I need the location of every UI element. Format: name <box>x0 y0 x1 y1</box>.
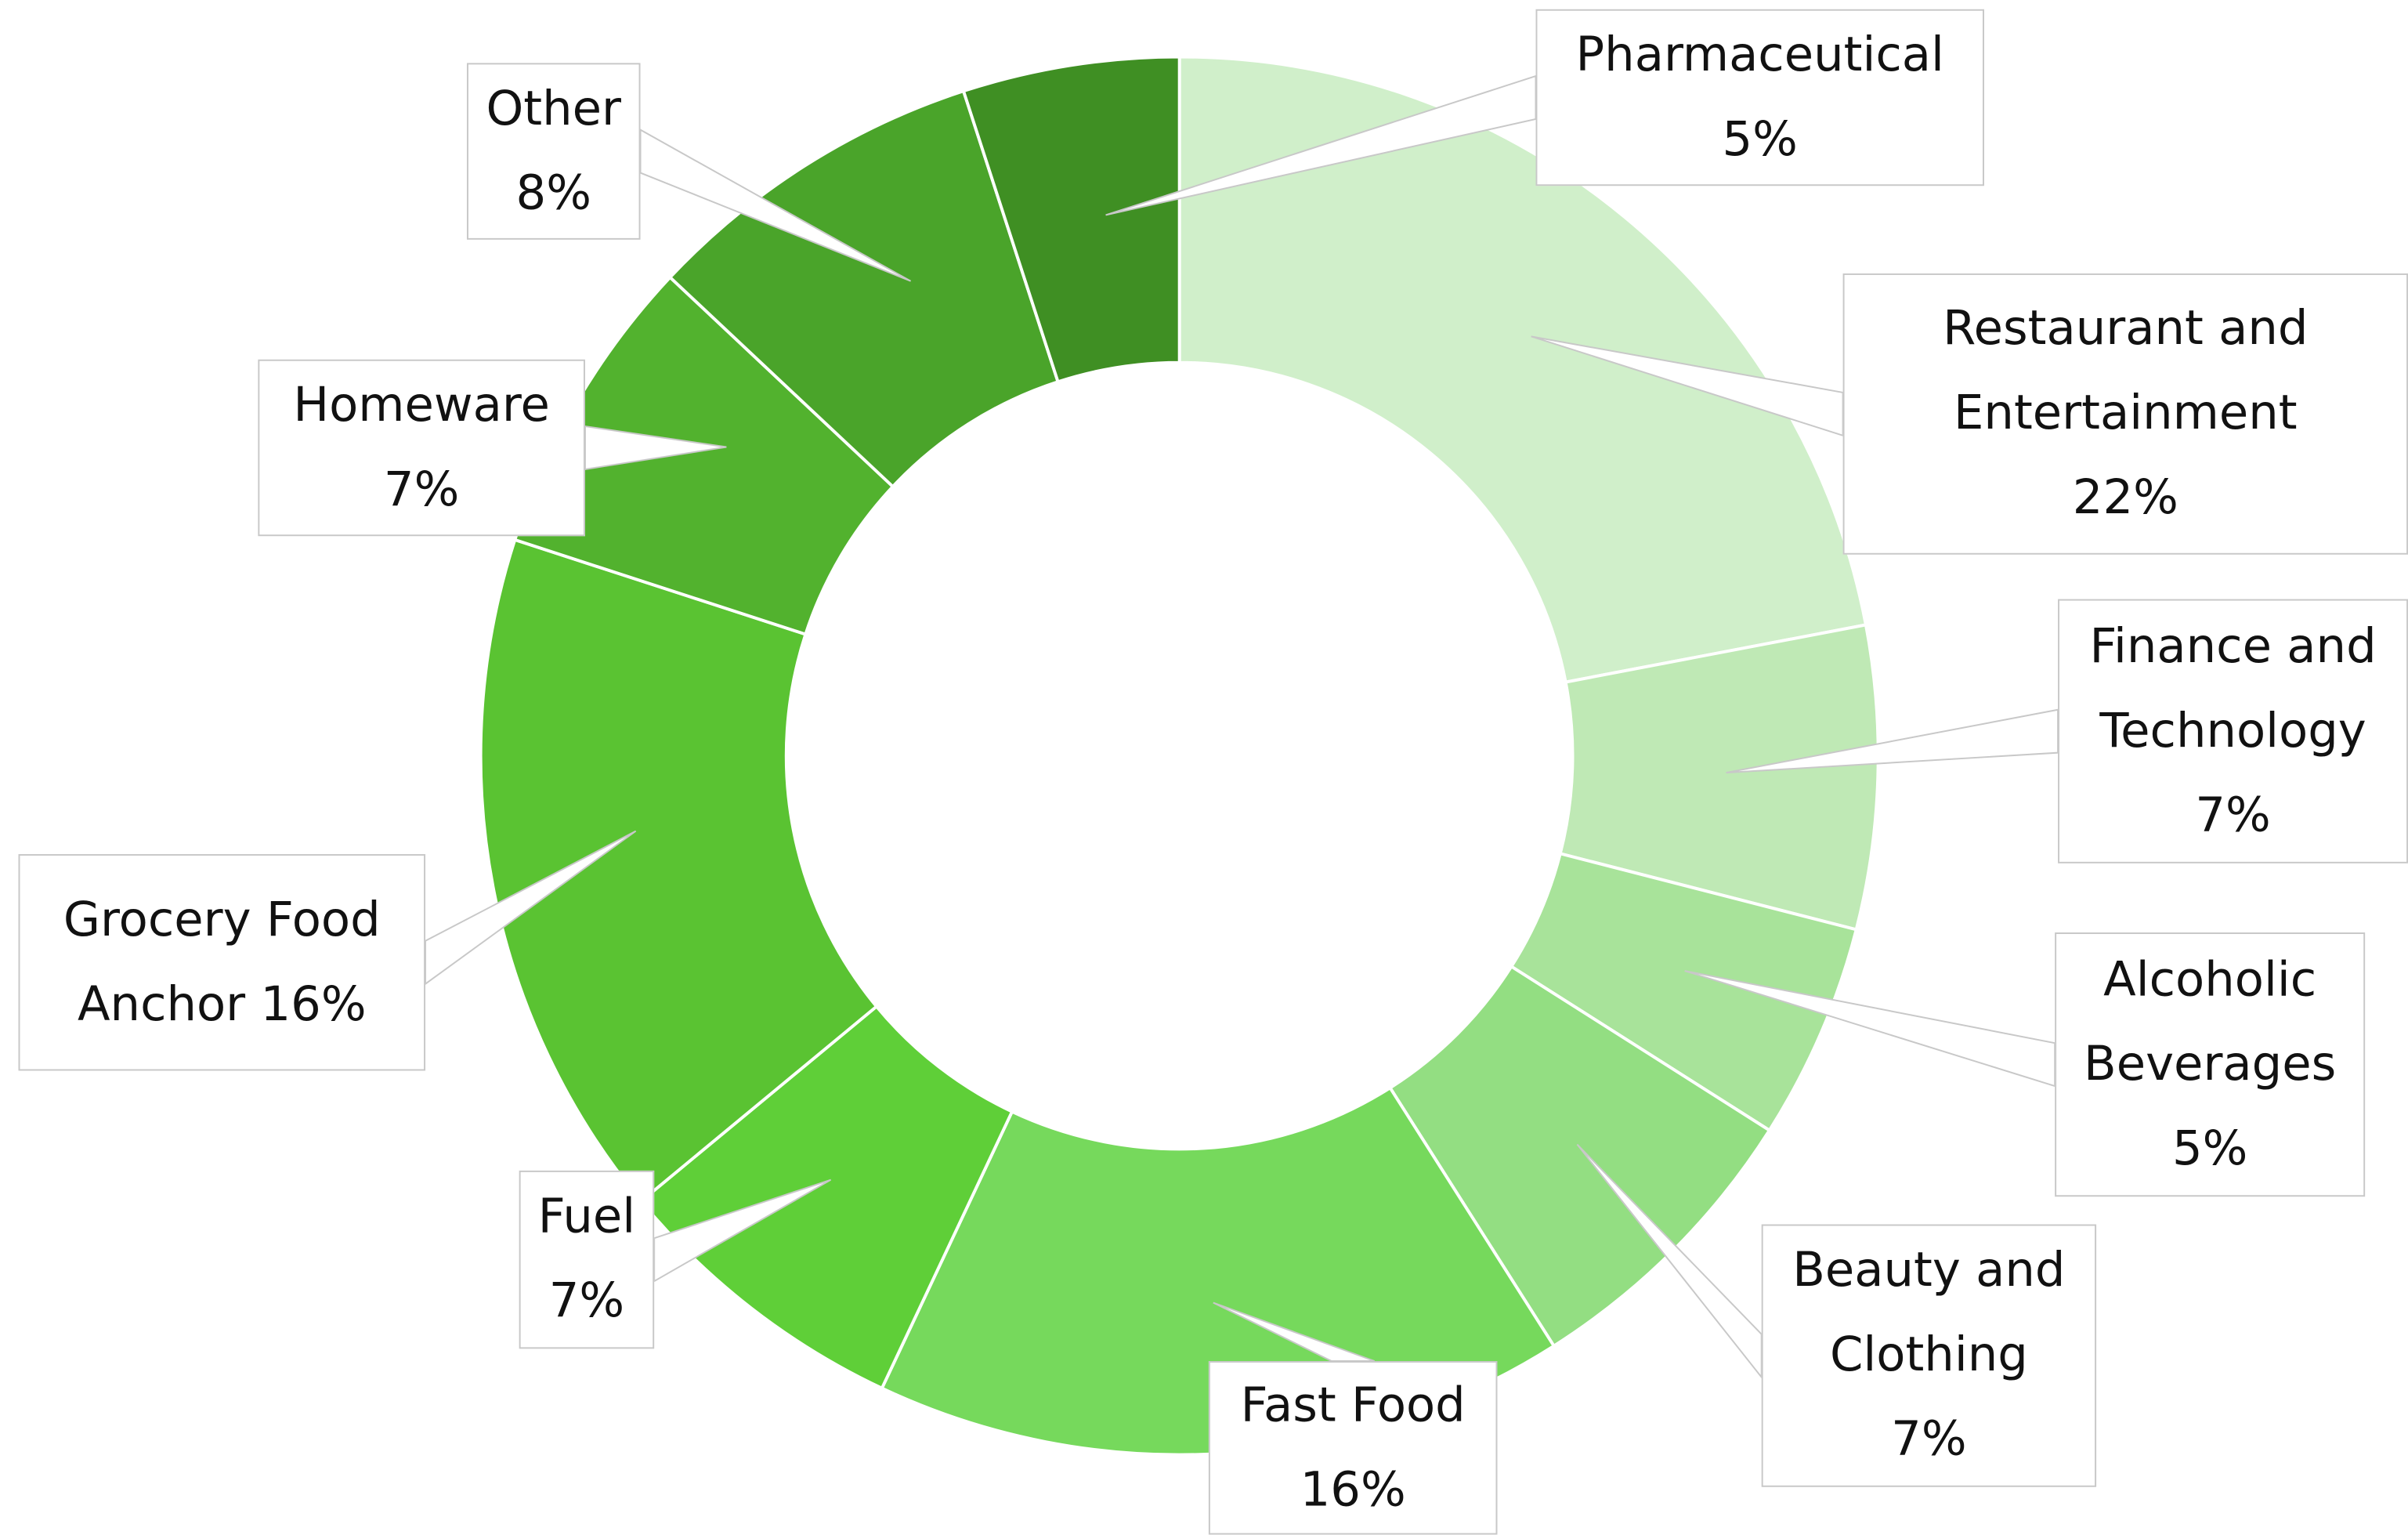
value-label: 7% <box>1891 1411 1967 1468</box>
label-text: Restaurant and Entertainment 22% <box>1849 288 2402 541</box>
label-text: Alcoholic Beverages 5% <box>2061 938 2359 1191</box>
category-name: Grocery Food Anchor <box>63 892 381 1032</box>
label-text: Homeware 7% <box>293 364 549 533</box>
label-text: Other 8% <box>486 67 621 236</box>
callout-pointer <box>1531 335 1844 437</box>
data-label: Beauty and Clothing 7% <box>1761 1224 2097 1487</box>
category-name: Pharmaceutical <box>1575 27 1944 82</box>
value-label: 5% <box>1722 111 1798 167</box>
callout-pointer <box>653 1178 832 1283</box>
data-label: Other 8% <box>466 63 641 240</box>
category-name: Homeware <box>293 377 550 433</box>
callout-pointer <box>1726 708 2059 774</box>
data-label: Alcoholic Beverages 5% <box>2055 932 2366 1197</box>
data-label: Homeware 7% <box>258 359 585 537</box>
callout-pointer <box>584 425 727 471</box>
value-label: 8% <box>515 165 591 221</box>
label-text: Pharmaceutical 5% <box>1576 13 1944 183</box>
category-name: Fuel <box>537 1189 636 1245</box>
label-text: Beauty and Clothing 7% <box>1768 1229 2091 1482</box>
callout-pointer <box>1213 1301 1375 1362</box>
callout-pointer <box>1576 1143 1763 1380</box>
value-label: 22% <box>2072 469 2178 526</box>
category-name: Beauty and Clothing <box>1792 1243 2066 1383</box>
data-label: Fuel 7% <box>519 1170 655 1349</box>
category-name: Restaurant and Entertainment <box>1943 301 2309 441</box>
data-label: Pharmaceutical 5% <box>1535 9 1984 186</box>
category-name: Fast Food <box>1240 1377 1466 1433</box>
label-text: Fast Food 16% <box>1241 1363 1466 1533</box>
value-label: 16% <box>1300 1461 1406 1517</box>
value-label: 7% <box>548 1273 625 1329</box>
value-label: 7% <box>2195 787 2271 843</box>
label-text: Grocery Food Anchor 16% <box>24 878 419 1047</box>
category-name: Finance and Technology <box>2089 618 2377 758</box>
callout-pointer <box>425 830 637 986</box>
label-text: Fuel 7% <box>538 1175 635 1345</box>
value-label: 5% <box>2171 1120 2248 1176</box>
donut-slice <box>961 55 1181 384</box>
data-label: Finance and Technology 7% <box>2058 599 2408 863</box>
value-label: 16% <box>260 976 367 1032</box>
label-text: Finance and Technology 7% <box>2064 604 2402 857</box>
value-label: 7% <box>383 462 460 517</box>
data-label: Fast Food 16% <box>1208 1361 1498 1535</box>
donut-slice <box>479 538 879 1204</box>
data-label: Grocery Food Anchor 16% <box>18 854 426 1071</box>
data-label: Restaurant and Entertainment 22% <box>1842 273 2408 555</box>
category-name: Alcoholic Beverages <box>2084 951 2337 1092</box>
category-name: Other <box>486 80 622 136</box>
